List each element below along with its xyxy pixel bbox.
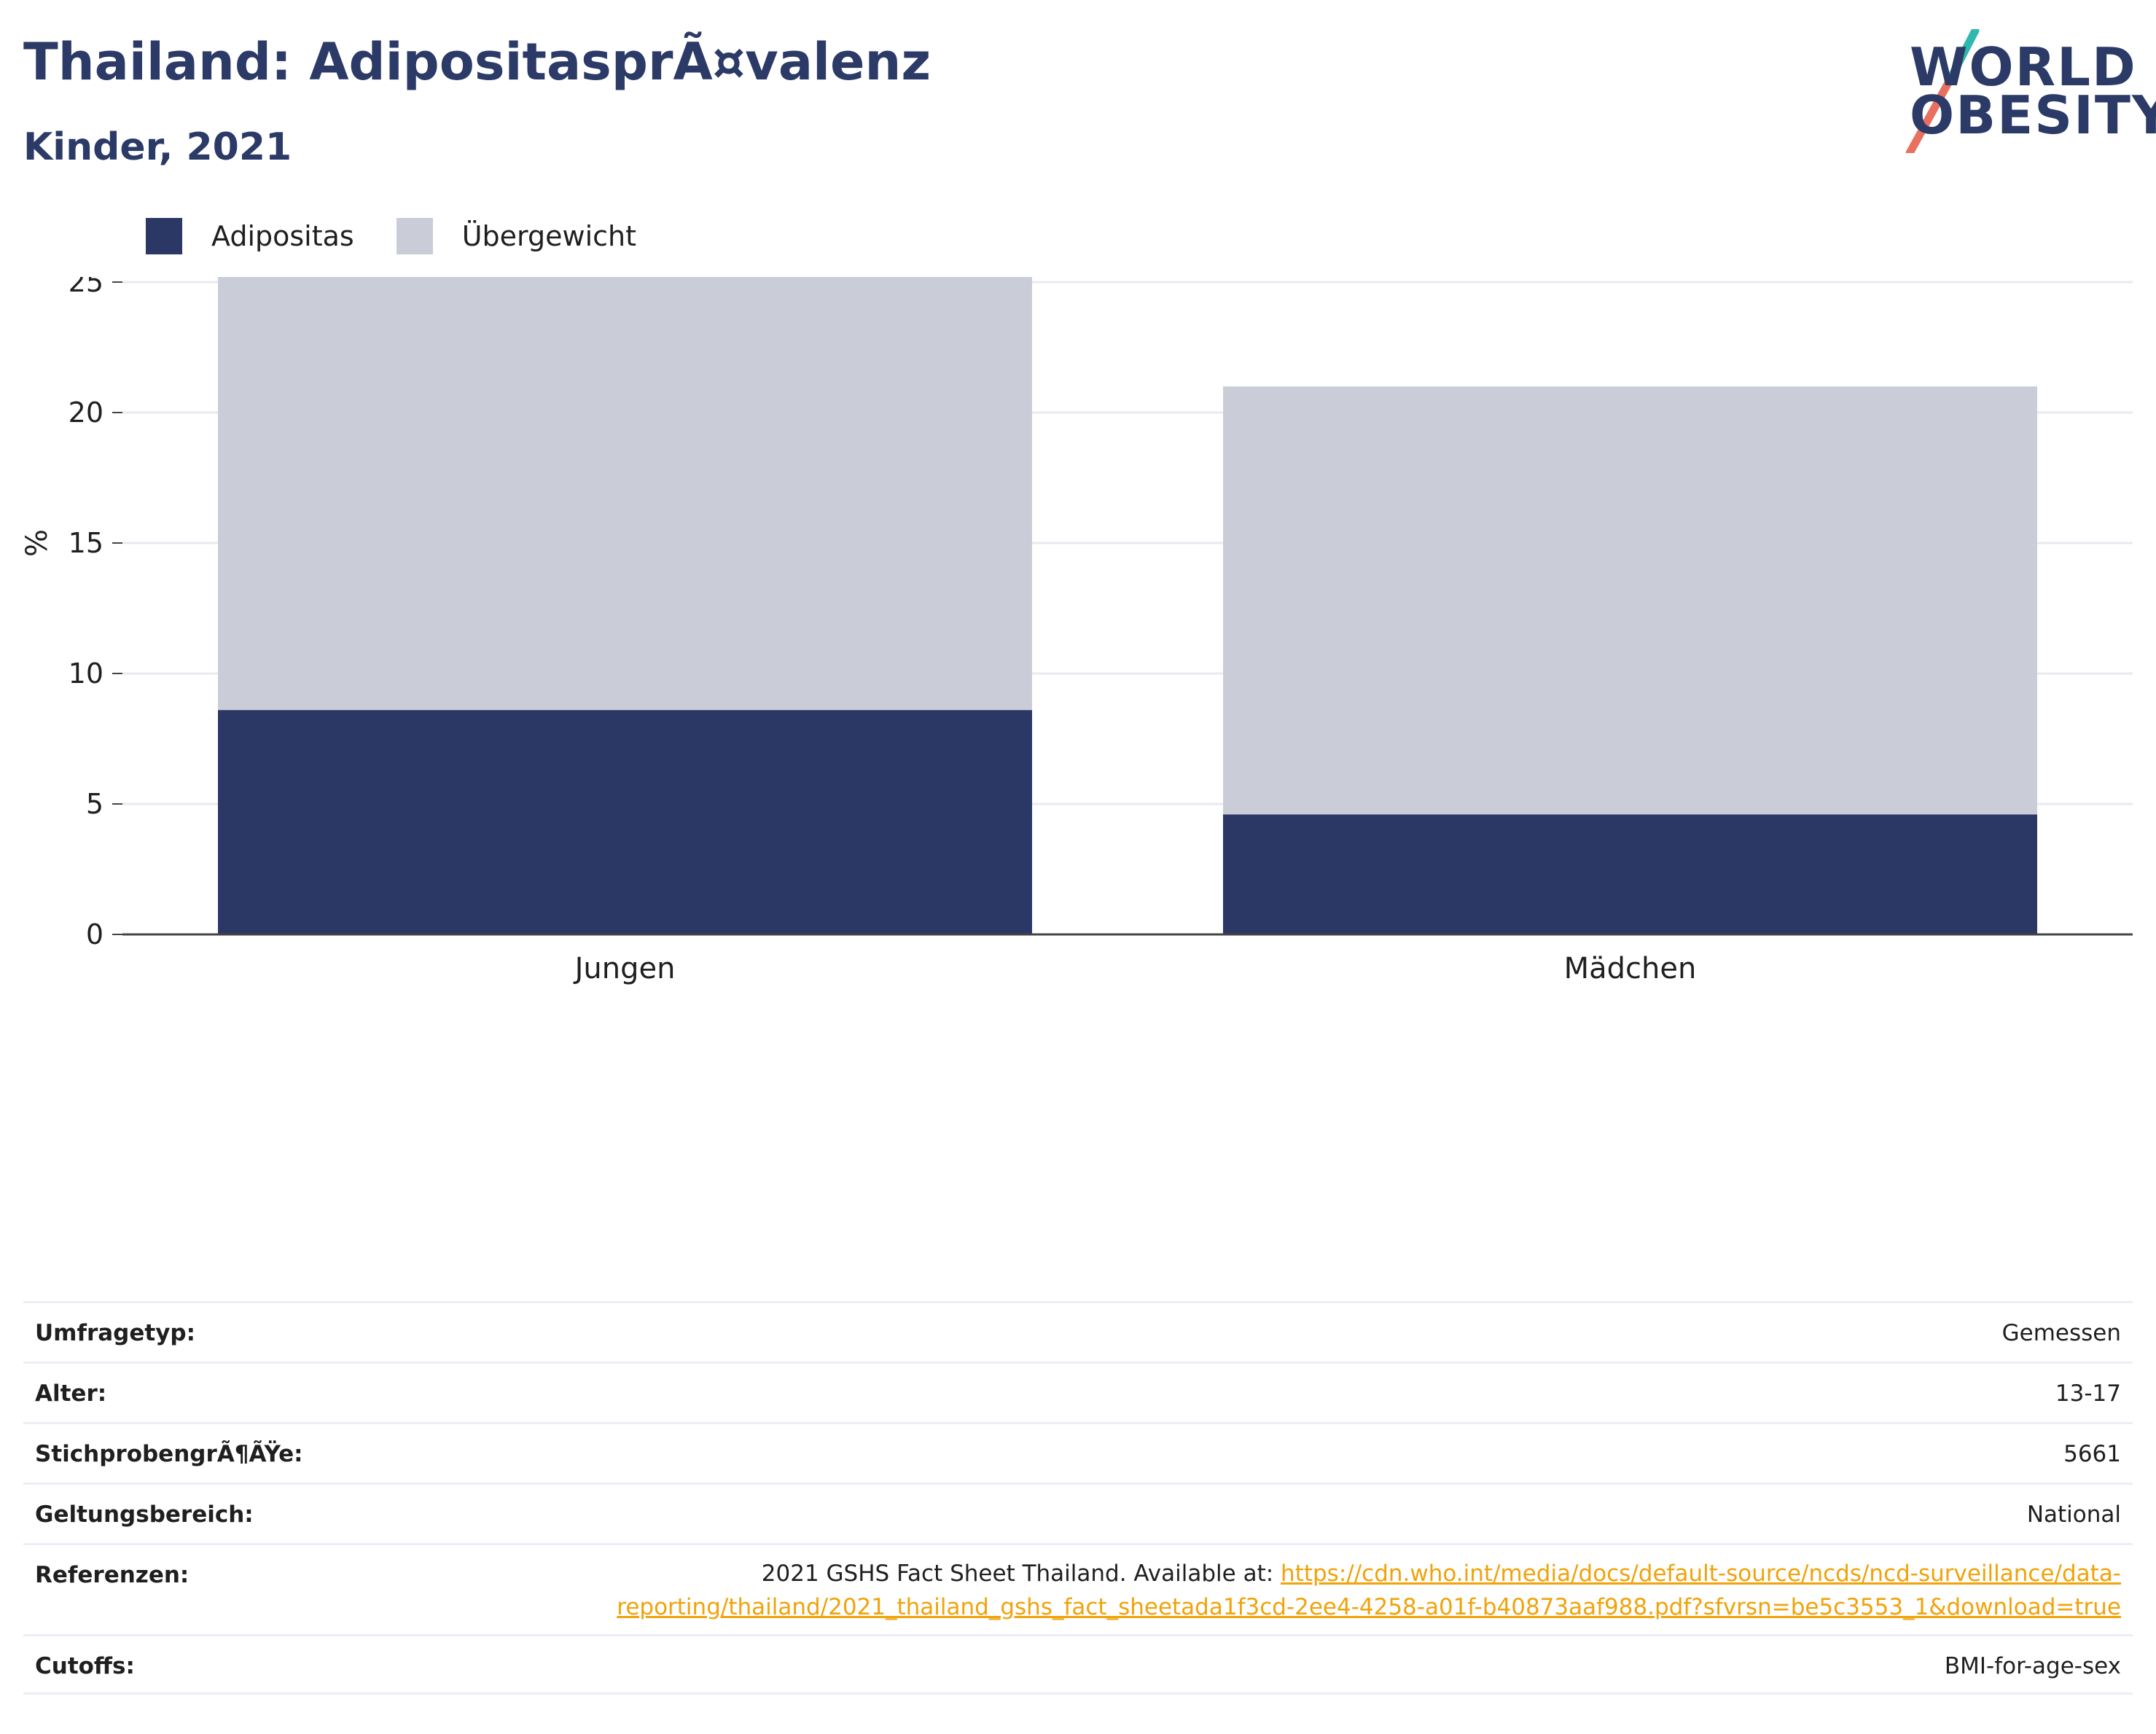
reference-link[interactable]: https://cdn.who.int/media/docs/default-s…: [617, 1561, 2121, 1620]
info-label: Alter:: [35, 1380, 107, 1407]
y-axis-label: %: [20, 529, 54, 557]
info-value: 13-17: [2055, 1380, 2121, 1407]
info-table: Umfragetyp: Gemessen Alter: 13-17 Stichp…: [23, 1301, 2133, 1695]
info-value: National: [2026, 1501, 2121, 1528]
legend-label-overweight: Übergewicht: [461, 220, 636, 252]
y-tick-label: 10: [69, 657, 103, 690]
info-label: StichprobengrÃ¶ÃŸe:: [35, 1441, 303, 1467]
world-obesity-logo: WORLD OBESITY: [1895, 29, 2156, 153]
bar-obesity-boys: [218, 710, 1032, 934]
info-value: 5661: [2063, 1441, 2121, 1467]
info-row-survey-type: Umfragetyp: Gemessen: [23, 1301, 2133, 1362]
reference-text: 2021 GSHS Fact Sheet Thailand. Available…: [761, 1561, 1281, 1587]
bar-overweight-boys: [218, 277, 1032, 711]
legend-item-overweight[interactable]: Übergewicht: [396, 218, 636, 254]
info-label: Geltungsbereich:: [35, 1501, 254, 1528]
chart-title: Thailand: AdipositasprÃ¤valenz: [23, 32, 931, 92]
info-row-scope: Geltungsbereich: National: [23, 1483, 2133, 1543]
info-row-references: Referenzen: 2021 GSHS Fact Sheet Thailan…: [23, 1543, 2133, 1634]
y-tick-label: 0: [86, 918, 103, 950]
x-tick-label: Mädchen: [1564, 952, 1697, 985]
info-value: BMI-for-age-sex: [1944, 1653, 2121, 1679]
bar-overweight-girls: [1223, 386, 2037, 815]
y-tick-label: 25: [69, 277, 103, 298]
logo-slash-icon: [1905, 29, 1980, 153]
info-label: Cutoffs:: [35, 1653, 135, 1679]
legend-swatch-obesity: [146, 218, 182, 254]
chart-subtitle: Kinder, 2021: [23, 125, 292, 169]
info-value: 2021 GSHS Fact Sheet Thailand. Available…: [488, 1557, 2121, 1624]
info-row-age: Alter: 13-17: [23, 1362, 2133, 1422]
info-label: Umfragetyp:: [35, 1320, 195, 1346]
logo-word-obesity: OBESITY: [1910, 85, 2156, 146]
y-tick-label: 5: [86, 788, 103, 820]
legend-swatch-overweight: [396, 218, 433, 254]
legend-item-obesity[interactable]: Adipositas: [146, 218, 354, 254]
logo-word-world: WORLD: [1910, 36, 2137, 98]
info-row-sample-size: StichprobengrÃ¶ÃŸe: 5661: [23, 1422, 2133, 1483]
info-value: Gemessen: [2001, 1320, 2121, 1346]
chart-legend: Adipositas Übergewicht: [146, 217, 679, 255]
info-label: Referenzen:: [35, 1562, 190, 1588]
legend-label-obesity: Adipositas: [211, 220, 354, 252]
y-tick-label: 20: [69, 397, 103, 429]
bar-obesity-girls: [1223, 814, 2037, 934]
y-tick-label: 15: [69, 527, 103, 559]
x-tick-label: Jungen: [573, 952, 676, 985]
info-row-cutoffs: Cutoffs: BMI-for-age-sex: [23, 1634, 2133, 1695]
